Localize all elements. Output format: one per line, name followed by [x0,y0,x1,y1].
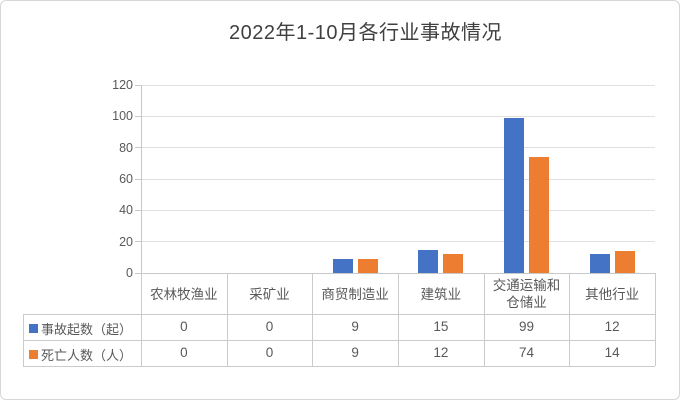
category-label: 农林牧渔业 [150,286,218,302]
bar-series2-cat6 [614,251,635,273]
legend-row-header: 事故起数（起） [24,315,141,341]
table-value: 99 [518,319,534,334]
table-value: 12 [604,319,620,334]
y-axis-label: 20 [119,234,133,249]
y-axis-tick [135,272,141,274]
table-border-horizontal [23,366,655,367]
table-border-vertical [312,273,314,366]
y-axis-label: 60 [119,172,133,186]
table-border-vertical [655,273,656,366]
table-border-horizontal [23,340,655,341]
table-value: 0 [180,345,188,360]
category-label: 采矿业 [249,286,290,302]
y-axis-label: 0 [126,266,133,280]
bar-series1-cat5 [504,117,524,273]
bar-series1-cat3 [332,258,353,273]
table-value: 14 [604,345,620,360]
gridline [141,115,655,117]
gridline [141,84,655,86]
table-value: 0 [265,345,274,360]
table-border-horizontal [23,314,655,315]
y-axis-label: 120 [112,78,133,92]
y-axis-label: 100 [112,109,133,124]
category-label: 商贸制造业 [321,286,389,302]
table-border-vertical [483,273,485,366]
bar-series2-cat5 [529,157,549,273]
legend-swatch-icon [29,349,38,359]
y-axis-label: 80 [119,140,133,155]
y-axis-label: 40 [119,203,133,218]
table-value: 9 [351,319,359,334]
table-border-vertical [226,273,228,366]
bar-series1-cat6 [589,254,610,273]
bar-series2-cat3 [357,258,378,273]
table-value: 0 [265,319,274,334]
y-axis-tick [135,241,141,243]
gridline [141,147,655,149]
table-value: 0 [180,319,188,334]
legend-swatch-icon [29,323,38,333]
y-axis-tick [135,147,141,149]
y-axis-tick [135,115,141,117]
gridline [141,209,655,211]
gridline [141,241,655,243]
gridline [141,178,655,180]
table-value: 74 [518,345,534,360]
y-axis-tick [135,209,141,211]
bar-series2-cat4 [443,254,464,273]
category-label: 交通运输和 仓储业 [492,278,561,310]
table-value: 12 [433,345,449,360]
legend-row-header: 死亡人数（人） [24,341,141,367]
series-name: 死亡人数（人） [41,347,133,363]
chart-title: 2022年1-10月各行业事故情况 [228,22,503,44]
table-border-vertical [141,273,142,366]
table-border-vertical [398,273,399,366]
y-axis-line [141,85,142,273]
y-axis-tick [135,178,141,180]
category-label: 建筑业 [420,286,462,302]
series-name: 事故起数（起） [41,321,133,337]
table-border-vertical [569,273,571,366]
category-label: 其他行业 [585,286,640,302]
y-axis-tick [135,84,141,86]
bar-series1-cat4 [418,249,439,273]
table-value: 15 [433,319,449,334]
table-value: 9 [351,345,359,360]
